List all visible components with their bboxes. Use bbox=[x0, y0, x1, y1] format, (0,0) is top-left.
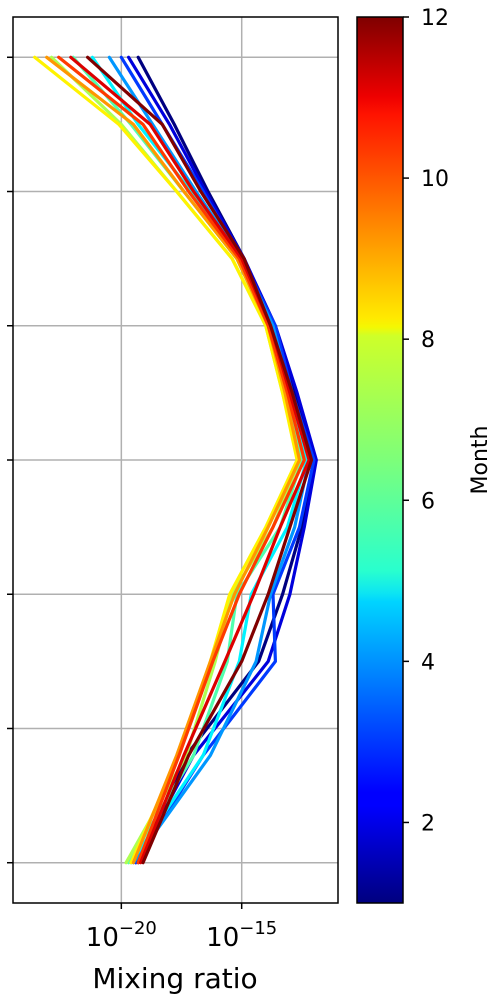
x-axis-label: Mixing ratio bbox=[92, 962, 257, 995]
series-month-10 bbox=[57, 55, 306, 865]
colorbar-tick-label: 10 bbox=[421, 167, 449, 192]
colorbar-tick-label: 2 bbox=[421, 811, 435, 836]
colorbar-tick-label: 4 bbox=[421, 650, 435, 675]
series-lines bbox=[33, 55, 318, 865]
colorbar-label: Month bbox=[468, 426, 493, 495]
x-tick-label: 10−15 bbox=[206, 918, 277, 953]
series-month-9 bbox=[45, 55, 302, 865]
colorbar bbox=[357, 17, 403, 903]
series-month-2 bbox=[127, 55, 318, 865]
colorbar-tick-label: 8 bbox=[421, 328, 435, 353]
series-month-11 bbox=[69, 55, 311, 865]
series-month-12 bbox=[86, 55, 314, 865]
x-tick-label: 10−20 bbox=[86, 918, 157, 953]
y-axis-ticks bbox=[7, 56, 13, 864]
colorbar-tick-label: 6 bbox=[421, 489, 435, 514]
colorbar-frame bbox=[356, 16, 404, 904]
colorbar-ticks: 2 4 6 8 10 12 bbox=[403, 6, 449, 836]
x-axis-ticks: 10−20 10−15 bbox=[86, 903, 277, 953]
colorbar-tick-label: 12 bbox=[421, 6, 449, 31]
